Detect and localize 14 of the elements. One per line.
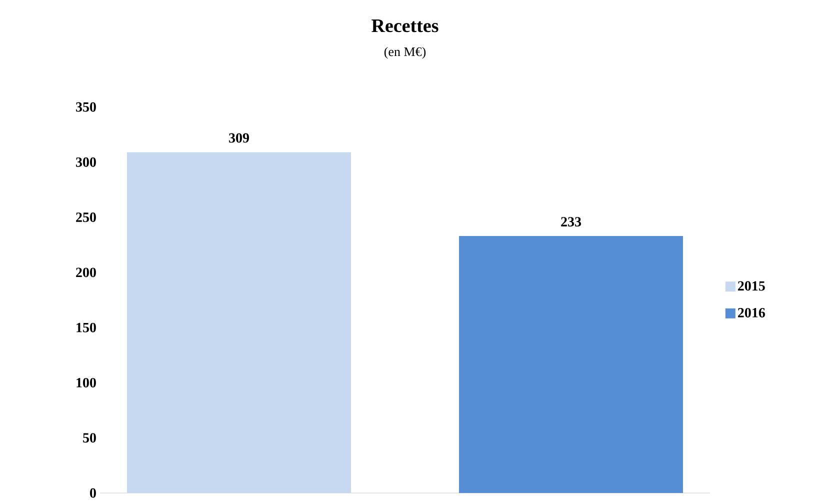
y-tick-label: 350 (76, 102, 96, 112)
y-tick-label: 300 (76, 157, 96, 167)
chart-subtitle: (en M€) (384, 46, 426, 59)
data-label: 233 (561, 217, 582, 226)
y-tick-label: 100 (76, 378, 96, 388)
legend-label: 2016 (738, 308, 765, 318)
y-tick-label: 0 (90, 488, 96, 498)
y-tick-label: 250 (76, 212, 96, 222)
legend-label: 2015 (738, 281, 765, 291)
chart-title: Recettes (372, 20, 438, 32)
y-tick-label: 150 (76, 322, 96, 332)
y-tick-label: 50 (83, 433, 96, 443)
y-tick-label: 200 (76, 268, 96, 278)
data-label: 309 (229, 133, 249, 143)
